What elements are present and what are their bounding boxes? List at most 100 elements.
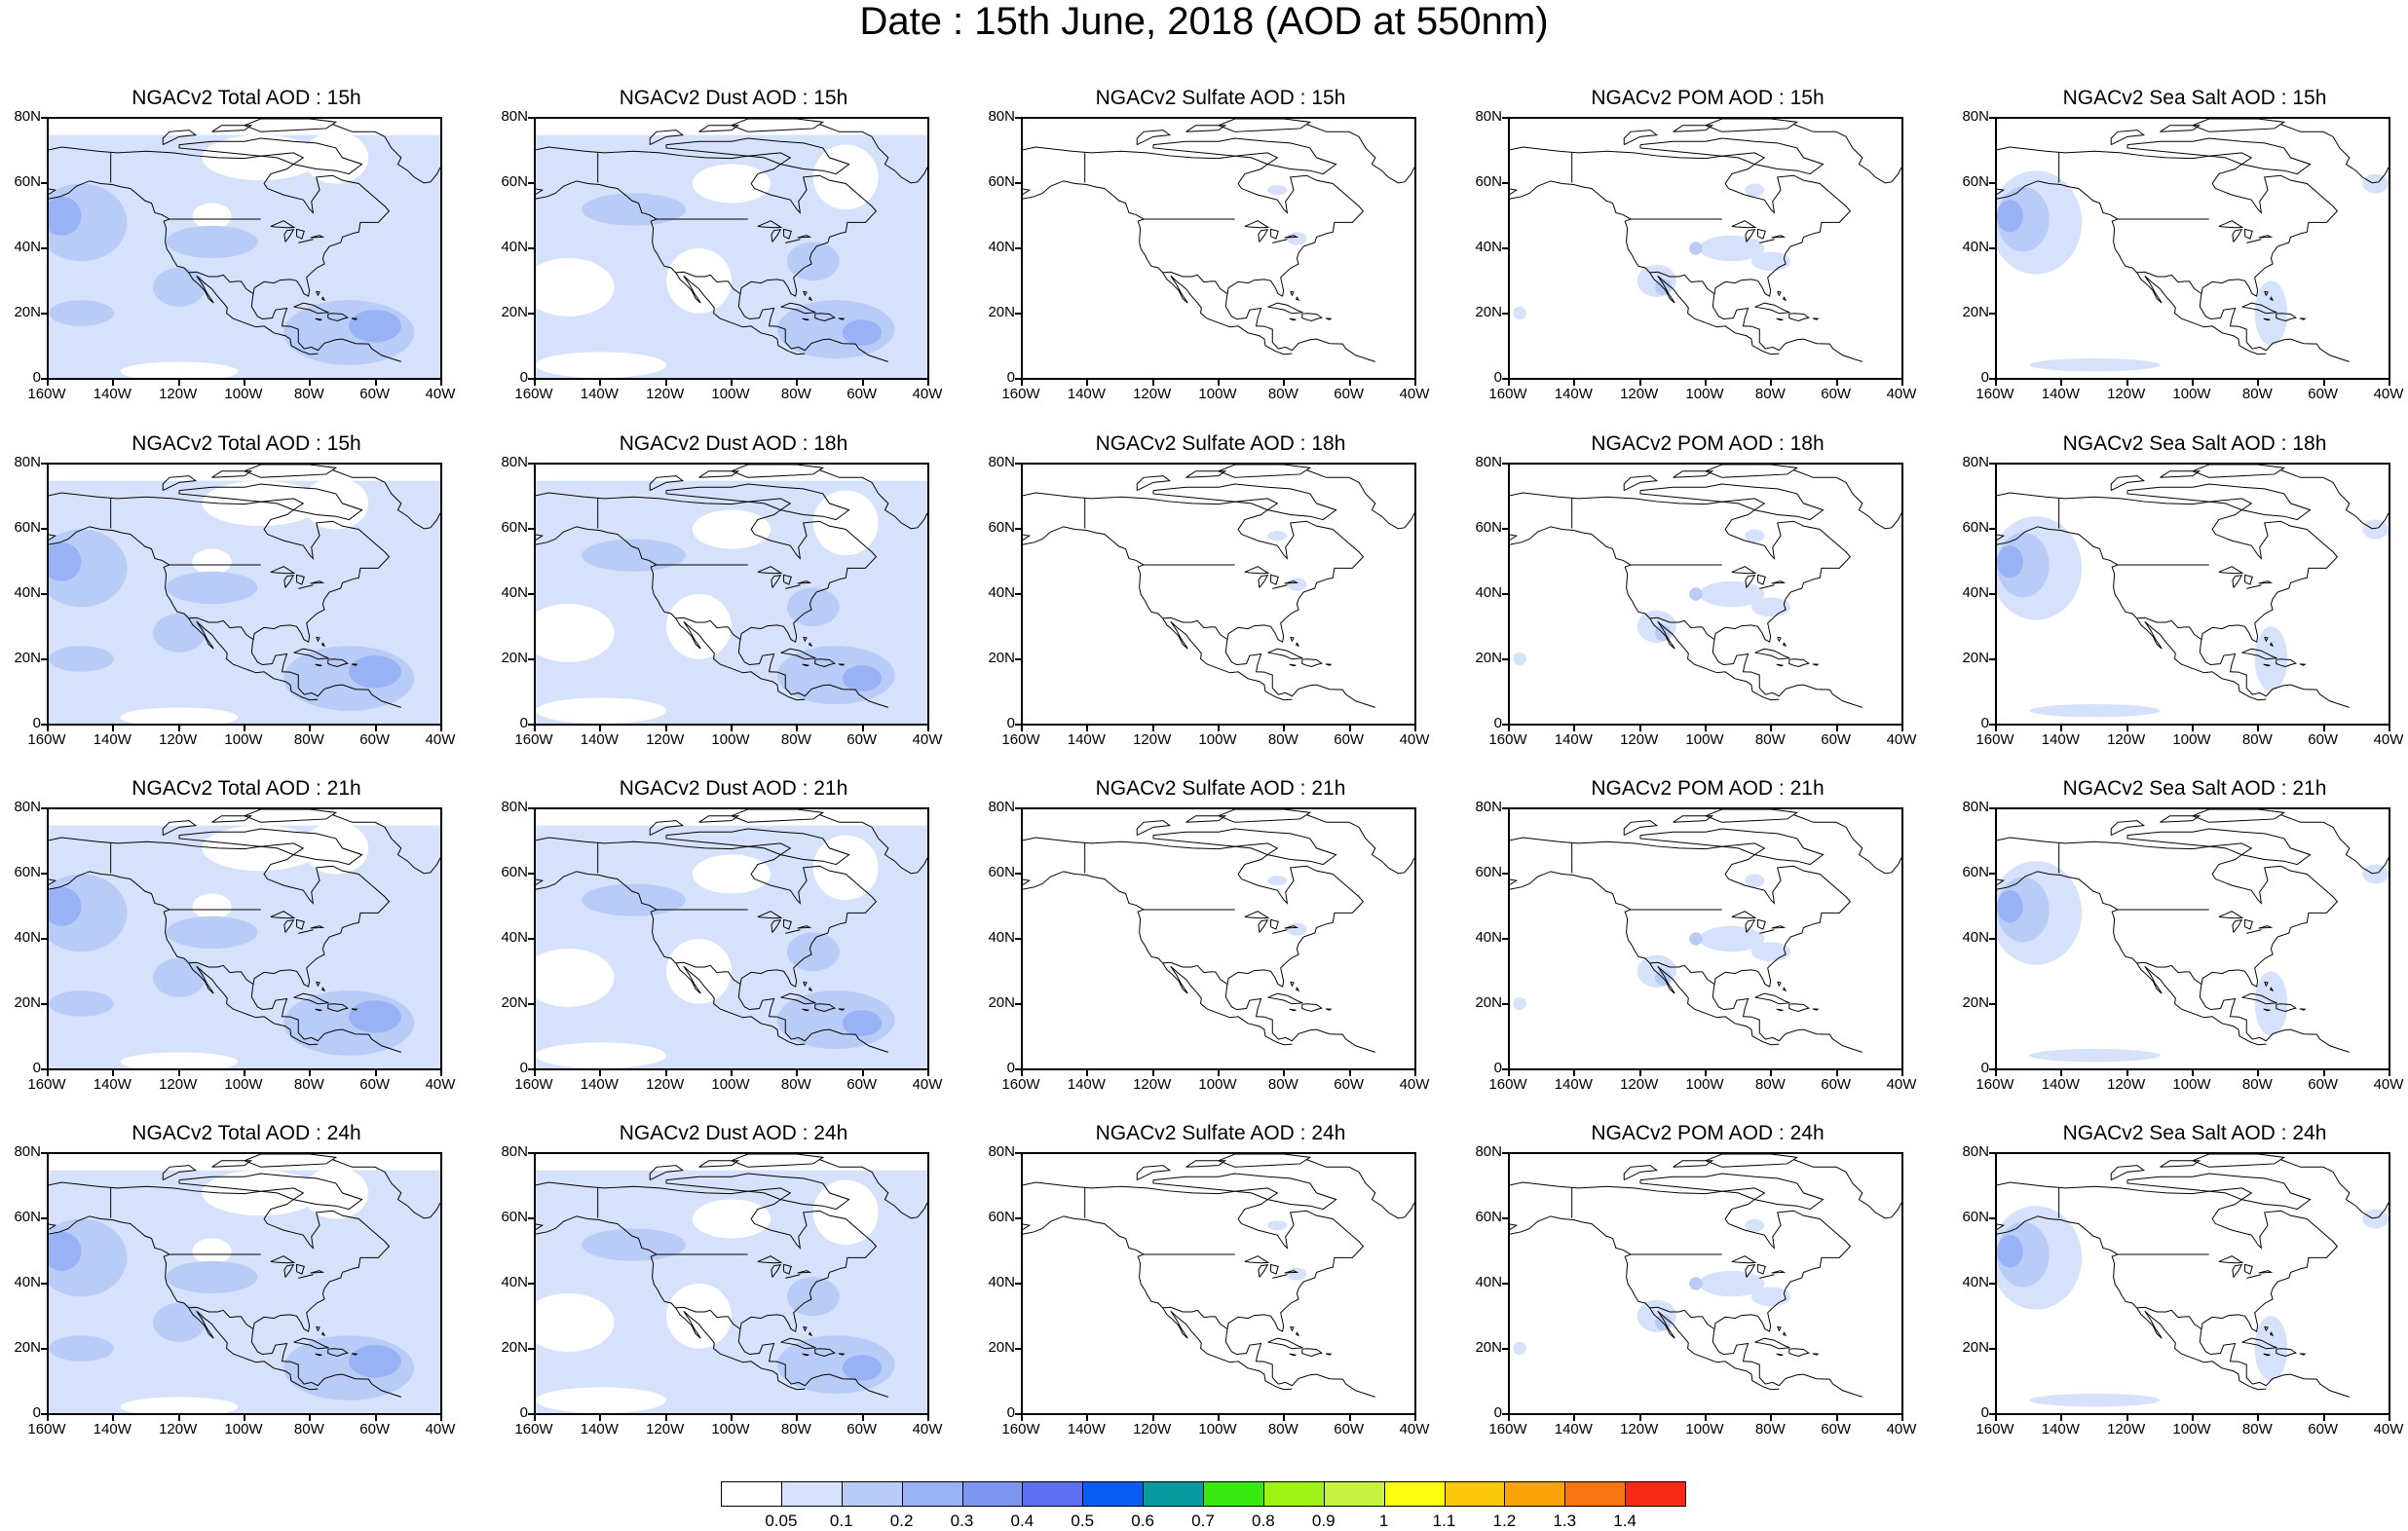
longitude-tick-label: 160W [514, 1076, 553, 1093]
latitude-tick-label: 0 [519, 1060, 528, 1076]
longitude-tick-label: 120W [159, 731, 198, 748]
longitude-tick-mark [1705, 1070, 1707, 1076]
longitude-tick-label: 100W [711, 1421, 750, 1438]
latitude-tick-label: 0 [519, 369, 528, 386]
longitude-tick-label: 140W [93, 1076, 132, 1093]
longitude-tick-label: 160W [1488, 386, 1527, 402]
latitude-tick-mark [1015, 873, 1021, 875]
latitude-tick-mark [41, 1348, 47, 1350]
latitude-tick-label: 0 [1980, 369, 1989, 386]
latitude-tick-label: 0 [1493, 1404, 1502, 1421]
latitude-tick-label: 60N [14, 864, 41, 880]
latitude-tick-mark [528, 117, 534, 119]
map-plot [534, 807, 929, 1070]
map-plot [47, 117, 442, 380]
longitude-tick-mark [1218, 1415, 1220, 1421]
panel-title: NGACv2 Dust AOD : 15h [619, 87, 848, 109]
longitude-tick-mark [1770, 380, 1773, 386]
longitude-tick-mark [2389, 1070, 2390, 1076]
longitude-tick-mark [1021, 1070, 1023, 1076]
longitude-tick-mark [1508, 726, 1510, 731]
longitude-tick-mark [861, 1070, 864, 1076]
map-panel: NGACv2 Sea Salt AOD : 24h 80N 60N 40N 20N 0 16… [1948, 1121, 2406, 1442]
latitude-tick-mark [1989, 1068, 1995, 1070]
longitude-tick-label: 140W [1067, 386, 1106, 402]
longitude-tick-mark [2060, 380, 2063, 386]
longitude-tick-mark [2389, 726, 2390, 731]
longitude-tick-mark [599, 1415, 602, 1421]
latitude-tick-label: 80N [501, 799, 528, 815]
latitude-tick-mark [1502, 807, 1508, 809]
colorbar-swatch [721, 1481, 782, 1507]
latitude-tick-mark [1989, 528, 1995, 530]
latitude-tick-mark [41, 247, 47, 249]
longitude-tick-label: 60W [1821, 1076, 1852, 1093]
longitude-tick-mark [1414, 380, 1416, 386]
latitude-tick-mark [528, 1152, 534, 1154]
latitude-tick-mark [528, 593, 534, 595]
latitude-tick-mark [1015, 1348, 1021, 1350]
latitude-tick-label: 40N [1962, 584, 1989, 601]
longitude-tick-mark [440, 1415, 442, 1421]
longitude-tick-label: 100W [1198, 1421, 1237, 1438]
latitude-tick-mark [528, 1348, 534, 1350]
longitude-tick-label: 140W [2041, 731, 2080, 748]
longitude-tick-mark [1638, 726, 1641, 731]
latitude-tick-mark [1015, 593, 1021, 595]
longitude-tick-mark [374, 1415, 377, 1421]
longitude-tick-mark [1348, 1070, 1351, 1076]
longitude-tick-label: 100W [1198, 731, 1237, 748]
longitude-tick-label: 60W [1334, 1421, 1365, 1438]
longitude-tick-mark [1348, 726, 1351, 731]
longitude-tick-label: 60W [1821, 1421, 1852, 1438]
longitude-tick-label: 120W [1620, 731, 1659, 748]
map-panel: NGACv2 Total AOD : 24h 80N 60N 40N 20N 0 160W 1… [0, 1121, 458, 1442]
longitude-tick-label: 40W [425, 1076, 456, 1093]
longitude-tick-mark [1573, 1070, 1576, 1076]
latitude-tick-label: 80N [988, 108, 1015, 125]
longitude-tick-label: 120W [1133, 386, 1172, 402]
longitude-tick-mark [534, 726, 536, 731]
colorbar-label: 0.1 [829, 1512, 853, 1530]
latitude-tick-mark [1502, 1283, 1508, 1285]
latitude-tick-label: 20N [1475, 1339, 1502, 1356]
longitude-tick-label: 80W [780, 731, 811, 748]
latitude-tick-mark [1502, 873, 1508, 875]
longitude-tick-label: 100W [2172, 386, 2211, 402]
latitude-tick-mark [41, 378, 47, 380]
latitude-tick-label: 40N [1962, 929, 1989, 946]
colorbar-label: 0.5 [1071, 1512, 1095, 1530]
longitude-tick-mark [1638, 380, 1641, 386]
longitude-tick-label: 100W [224, 386, 263, 402]
longitude-tick-label: 160W [1488, 731, 1527, 748]
latitude-tick-label: 80N [501, 108, 528, 125]
longitude-tick-label: 160W [514, 386, 553, 402]
longitude-tick-label: 40W [1886, 386, 1917, 402]
longitude-tick-label: 140W [93, 1421, 132, 1438]
longitude-tick-label: 60W [2308, 731, 2339, 748]
latitude-tick-mark [1989, 658, 1995, 660]
latitude-tick-mark [41, 182, 47, 184]
latitude-tick-mark [1015, 938, 1021, 940]
latitude-tick-label: 20N [988, 994, 1015, 1011]
latitude-tick-label: 40N [14, 239, 41, 255]
longitude-tick-label: 80W [1754, 731, 1786, 748]
longitude-tick-mark [2389, 380, 2390, 386]
longitude-tick-label: 140W [1554, 1421, 1593, 1438]
longitude-tick-mark [1770, 1070, 1773, 1076]
panel-title: NGACv2 Dust AOD : 24h [619, 1122, 848, 1144]
colorbar-label: 0.3 [950, 1512, 974, 1530]
latitude-tick-mark [1015, 724, 1021, 726]
longitude-tick-label: 160W [27, 1076, 66, 1093]
longitude-tick-label: 120W [1133, 1421, 1172, 1438]
longitude-tick-label: 40W [1399, 1076, 1430, 1093]
panel-title: NGACv2 Total AOD : 15h [132, 432, 361, 455]
map-plot [1021, 807, 1416, 1070]
longitude-tick-mark [1508, 1070, 1510, 1076]
map-panel: NGACv2 Total AOD : 15h 80N 60N 40N 20N 0 160W 1… [0, 86, 458, 407]
longitude-tick-label: 100W [1685, 1421, 1724, 1438]
latitude-tick-label: 60N [14, 1209, 41, 1225]
longitude-tick-label: 80W [1267, 1421, 1298, 1438]
colorbar-label: 0.8 [1252, 1512, 1275, 1530]
map-plot [1021, 117, 1416, 380]
